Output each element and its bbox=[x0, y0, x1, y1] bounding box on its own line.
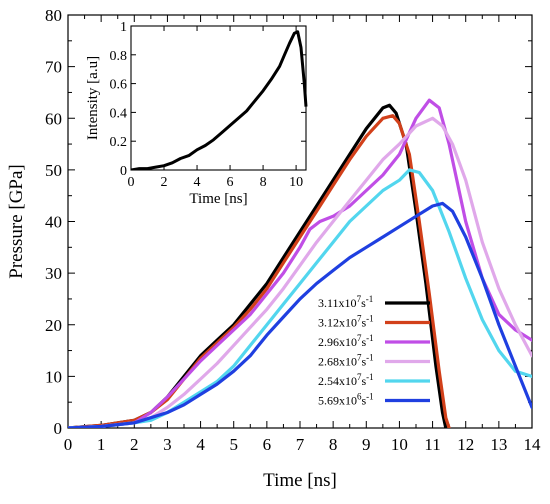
x-tick-label: 0 bbox=[64, 435, 73, 454]
legend-label-unit-exp: -1 bbox=[366, 294, 374, 304]
x-tick-label: 14 bbox=[524, 435, 542, 454]
legend-label-base: 5.69x10 bbox=[318, 394, 357, 408]
y-tick-label: 70 bbox=[45, 58, 62, 77]
x-tick-label: 13 bbox=[490, 435, 507, 454]
y-axis-label: Pressure [GPa] bbox=[6, 164, 27, 279]
legend-label-unit: s bbox=[362, 335, 367, 349]
series-line-2 bbox=[68, 98, 532, 428]
inset-y-tick-label: 1 bbox=[120, 20, 127, 35]
legend-label-4: 2.54x107s-1 bbox=[318, 372, 374, 388]
inset-y-tick-label: 0 bbox=[120, 164, 127, 179]
x-axis-label: Time [ns] bbox=[263, 470, 337, 491]
inset-y-tick-label: 0.2 bbox=[110, 135, 128, 150]
inset-series-line-0 bbox=[131, 30, 308, 170]
legend-label-base: 2.54x10 bbox=[318, 374, 357, 388]
legend-label-unit: s bbox=[362, 316, 367, 330]
legend-label-base: 2.68x10 bbox=[318, 355, 357, 369]
legend-label-unit-exp: -1 bbox=[366, 353, 374, 363]
legend-label-exp: 7 bbox=[357, 294, 362, 304]
x-tick-label: 3 bbox=[163, 435, 172, 454]
x-tick-label: 8 bbox=[329, 435, 338, 454]
x-tick-label: 12 bbox=[457, 435, 474, 454]
legend-label-unit-exp: -1 bbox=[366, 333, 374, 343]
legend-label-exp: 6 bbox=[357, 392, 362, 402]
y-tick-label: 0 bbox=[54, 419, 63, 438]
x-tick-label: 1 bbox=[97, 435, 106, 454]
inset-frame bbox=[130, 25, 307, 171]
x-tick-label: 5 bbox=[229, 435, 238, 454]
inset-x-tick-label: 4 bbox=[194, 175, 201, 190]
legend-label-1: 3.12x107s-1 bbox=[318, 314, 374, 330]
legend-label-unit-exp: -1 bbox=[366, 372, 374, 382]
legend-label-unit: s bbox=[362, 394, 367, 408]
legend-label-exp: 7 bbox=[357, 333, 362, 343]
inset-x-tick-label: 6 bbox=[227, 175, 234, 190]
y-tick-label: 80 bbox=[45, 6, 62, 25]
x-tick-label: 4 bbox=[196, 435, 205, 454]
y-tick-label: 10 bbox=[45, 367, 62, 386]
x-tick-label: 6 bbox=[263, 435, 272, 454]
y-tick-label: 40 bbox=[45, 213, 62, 232]
inset-y-tick-label: 0.6 bbox=[110, 78, 128, 93]
legend-label-unit-exp: -1 bbox=[366, 314, 374, 324]
x-tick-label: 2 bbox=[130, 435, 139, 454]
series-line-3 bbox=[68, 116, 532, 428]
y-tick-label: 50 bbox=[45, 161, 62, 180]
legend-label-3: 2.68x107s-1 bbox=[318, 353, 374, 369]
inset-y-tick-label: 0.8 bbox=[110, 49, 128, 64]
series-line-5 bbox=[68, 201, 532, 428]
legend-label-exp: 7 bbox=[357, 314, 362, 324]
inset-x-tick-label: 10 bbox=[289, 175, 303, 190]
y-tick-label: 30 bbox=[45, 264, 62, 283]
x-tick-label: 7 bbox=[296, 435, 305, 454]
legend-label-base: 2.96x10 bbox=[318, 335, 357, 349]
legend-label-unit: s bbox=[362, 355, 367, 369]
y-tick-label: 20 bbox=[45, 316, 62, 335]
legend-label-0: 3.11x107s-1 bbox=[318, 294, 373, 310]
x-tick-label: 10 bbox=[391, 435, 408, 454]
inset-x-tick-label: 0 bbox=[128, 175, 135, 190]
legend-label-unit: s bbox=[362, 374, 367, 388]
legend-label-unit: s bbox=[361, 296, 366, 310]
legend-label-base: 3.12x10 bbox=[318, 316, 357, 330]
inset-y-tick-label: 0.4 bbox=[110, 106, 128, 121]
inset-x-axis-label: Time [ns] bbox=[189, 191, 247, 207]
legend-label-unit-exp: -1 bbox=[366, 392, 374, 402]
inset-y-axis-label: Intensity [a.u] bbox=[85, 56, 101, 140]
inset-x-tick-label: 2 bbox=[161, 175, 168, 190]
legend-label-5: 5.69x106s-1 bbox=[318, 392, 374, 408]
y-tick-label: 60 bbox=[45, 109, 62, 128]
inset-x-tick-label: 8 bbox=[260, 175, 267, 190]
legend-label-base: 3.11x10 bbox=[318, 296, 357, 310]
legend-label-exp: 7 bbox=[357, 353, 362, 363]
x-tick-label: 11 bbox=[424, 435, 440, 454]
legend-label-exp: 7 bbox=[357, 372, 362, 382]
legend-label-2: 2.96x107s-1 bbox=[318, 333, 374, 349]
x-tick-label: 9 bbox=[362, 435, 371, 454]
